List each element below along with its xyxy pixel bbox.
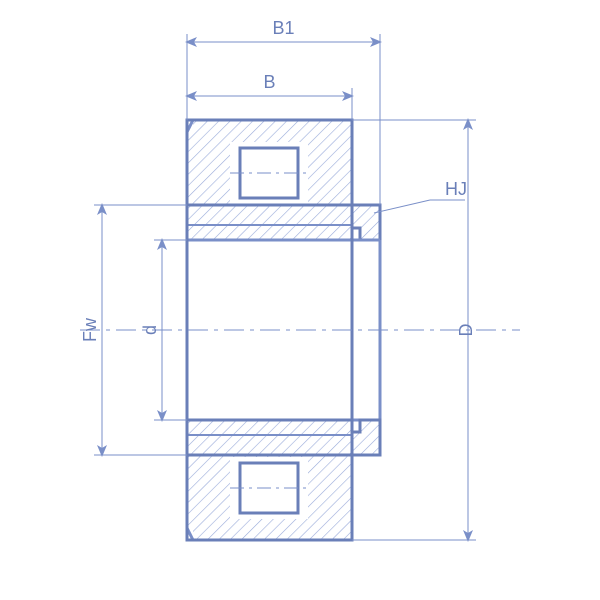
svg-text:Fw: Fw [80,317,100,342]
svg-text:B: B [263,72,275,92]
svg-text:HJ: HJ [445,179,467,199]
svg-text:D: D [456,324,476,337]
svg-text:B1: B1 [272,18,294,38]
svg-text:d: d [140,325,160,335]
bearing-diagram: B1 B Dd Fw HJ [0,0,600,600]
